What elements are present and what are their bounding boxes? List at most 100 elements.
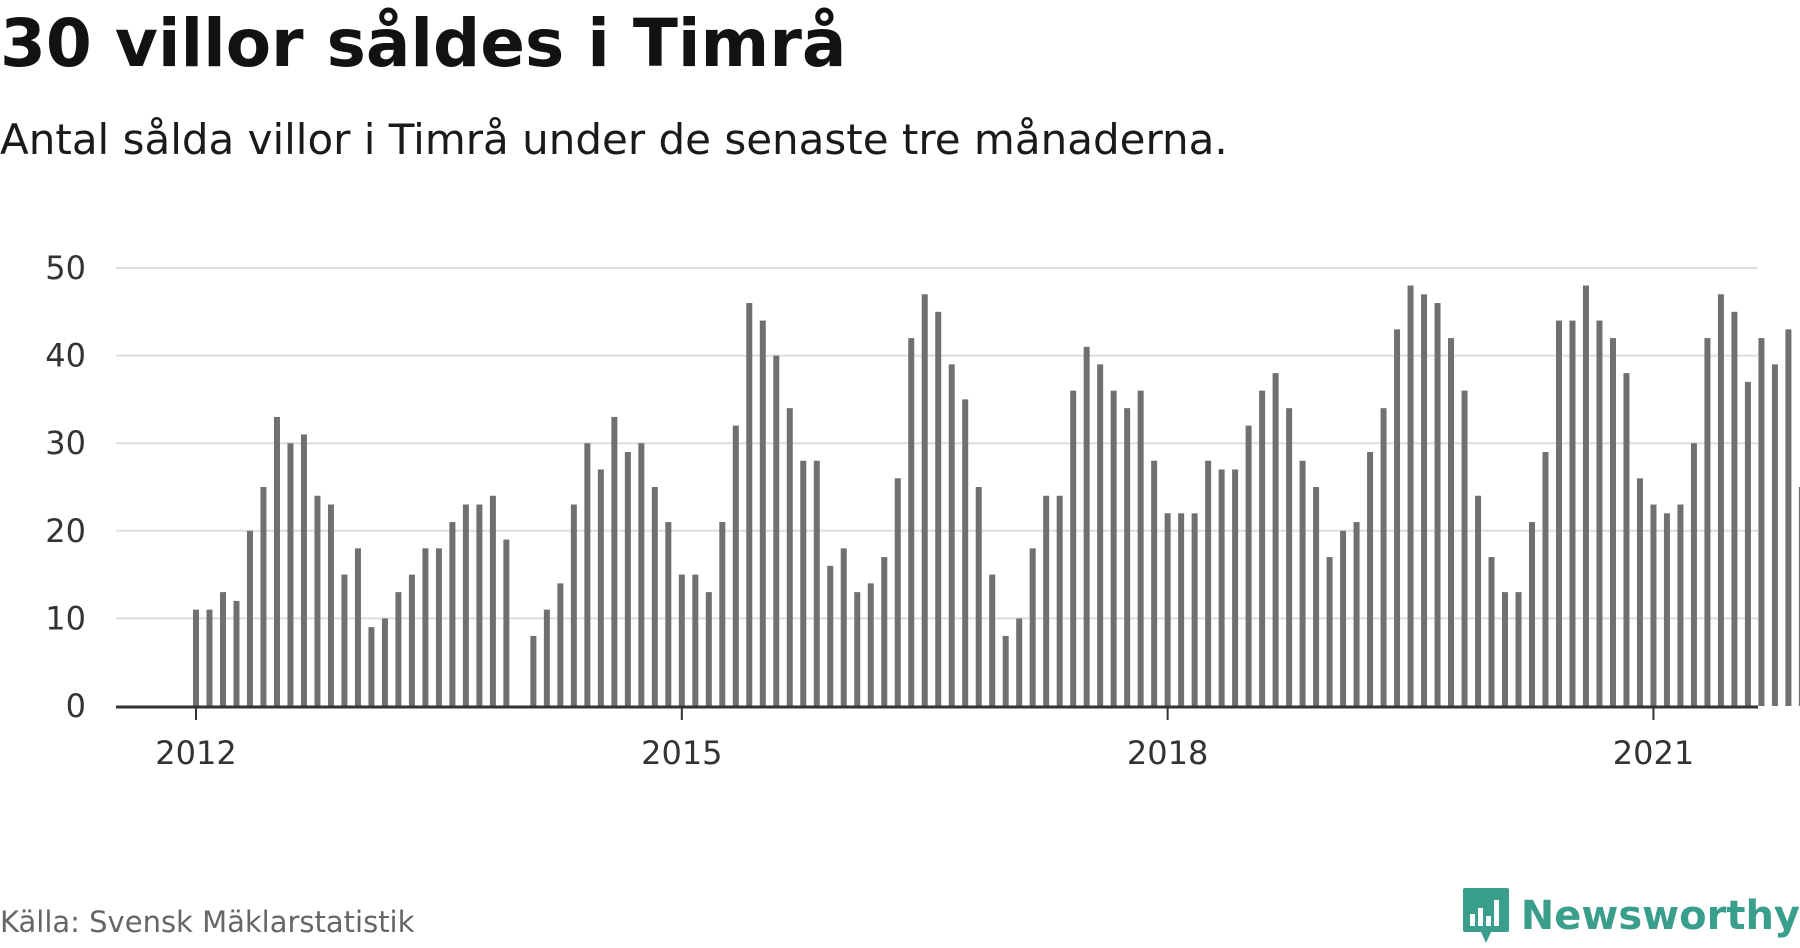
bar bbox=[935, 311, 942, 706]
bar bbox=[1663, 513, 1670, 706]
bar bbox=[773, 355, 780, 706]
bar bbox=[1083, 346, 1090, 706]
bar bbox=[1164, 513, 1171, 706]
y-tick-label: 40 bbox=[45, 337, 86, 375]
bar bbox=[719, 522, 726, 706]
bar bbox=[1070, 390, 1077, 706]
bar bbox=[1798, 487, 1800, 706]
bar bbox=[273, 416, 280, 706]
bar bbox=[1110, 390, 1117, 706]
bar bbox=[1353, 522, 1360, 706]
bar bbox=[314, 495, 321, 706]
bar bbox=[1731, 311, 1738, 706]
bar bbox=[1151, 460, 1158, 706]
bar bbox=[1205, 460, 1212, 706]
bar bbox=[638, 443, 645, 706]
bar bbox=[193, 609, 199, 706]
bar bbox=[246, 530, 253, 706]
bar bbox=[1502, 592, 1509, 706]
bar bbox=[948, 364, 955, 706]
bar bbox=[1785, 329, 1792, 706]
x-tick-label: 2012 bbox=[155, 734, 236, 772]
bar bbox=[327, 504, 334, 706]
bar bbox=[570, 504, 577, 706]
bar bbox=[1232, 469, 1239, 706]
bar bbox=[287, 443, 294, 706]
brand-logo: Newsworthy bbox=[1461, 886, 1800, 946]
bar bbox=[867, 583, 874, 706]
bar bbox=[989, 574, 996, 706]
x-tick-label: 2018 bbox=[1127, 734, 1208, 772]
bar bbox=[1421, 294, 1428, 706]
bar bbox=[1434, 303, 1441, 706]
bar bbox=[341, 574, 348, 706]
bar bbox=[840, 548, 847, 706]
bar bbox=[1043, 495, 1050, 706]
bar bbox=[1461, 390, 1468, 706]
bar bbox=[233, 600, 240, 706]
bar bbox=[300, 434, 307, 706]
bar bbox=[1529, 522, 1535, 706]
source-note: Källa: Svensk Mäklarstatistik bbox=[0, 905, 415, 939]
bar bbox=[1717, 294, 1724, 706]
bar bbox=[435, 548, 442, 706]
bar bbox=[800, 460, 807, 706]
bar bbox=[665, 522, 672, 706]
bar bbox=[543, 609, 550, 706]
bar bbox=[1218, 469, 1225, 706]
bar bbox=[1623, 373, 1630, 706]
bar bbox=[624, 451, 631, 706]
bar bbox=[1299, 460, 1306, 706]
bar bbox=[503, 539, 510, 706]
bar bbox=[975, 487, 982, 706]
bar bbox=[489, 495, 496, 706]
bar bbox=[732, 425, 739, 706]
y-tick-label: 0 bbox=[66, 687, 86, 725]
bar bbox=[611, 416, 618, 706]
bar bbox=[962, 399, 969, 706]
bar bbox=[1542, 451, 1549, 706]
bar bbox=[476, 504, 483, 706]
bar bbox=[1677, 504, 1684, 706]
bar bbox=[219, 592, 226, 706]
bar bbox=[422, 548, 429, 706]
x-tick-label: 2021 bbox=[1613, 734, 1694, 772]
bar bbox=[1758, 338, 1765, 706]
bar bbox=[1367, 451, 1374, 706]
newsworthy-logo-icon bbox=[1462, 888, 1509, 943]
bar bbox=[1259, 390, 1266, 706]
bar bbox=[206, 609, 213, 706]
bar bbox=[1582, 285, 1589, 706]
bar bbox=[813, 460, 820, 706]
bar bbox=[894, 478, 901, 706]
bar bbox=[1569, 320, 1576, 706]
bar bbox=[1407, 285, 1414, 706]
bar bbox=[786, 408, 793, 706]
bar bbox=[854, 592, 861, 706]
bar bbox=[1245, 425, 1252, 706]
bar bbox=[597, 469, 604, 706]
bar bbox=[678, 574, 685, 706]
bar bbox=[1394, 329, 1401, 706]
brand-name: Newsworthy bbox=[1520, 893, 1800, 939]
bar bbox=[354, 548, 361, 706]
bar bbox=[692, 574, 699, 706]
bar bbox=[260, 487, 267, 706]
bar bbox=[1704, 338, 1711, 706]
bar bbox=[584, 443, 591, 706]
bar bbox=[1488, 557, 1495, 706]
bar bbox=[530, 635, 537, 706]
bar bbox=[408, 574, 415, 706]
bar bbox=[651, 487, 658, 706]
y-tick-label: 50 bbox=[45, 249, 86, 287]
bar bbox=[1056, 495, 1063, 706]
chart-title: 30 villor såldes i Timrå bbox=[0, 5, 847, 82]
x-tick-label: 2015 bbox=[641, 734, 722, 772]
bar bbox=[1515, 592, 1522, 706]
bar bbox=[908, 338, 915, 706]
axes bbox=[116, 705, 1758, 720]
bar bbox=[381, 618, 388, 706]
bar bbox=[1286, 408, 1293, 706]
y-tick-label: 20 bbox=[45, 512, 86, 550]
bar bbox=[462, 504, 469, 706]
